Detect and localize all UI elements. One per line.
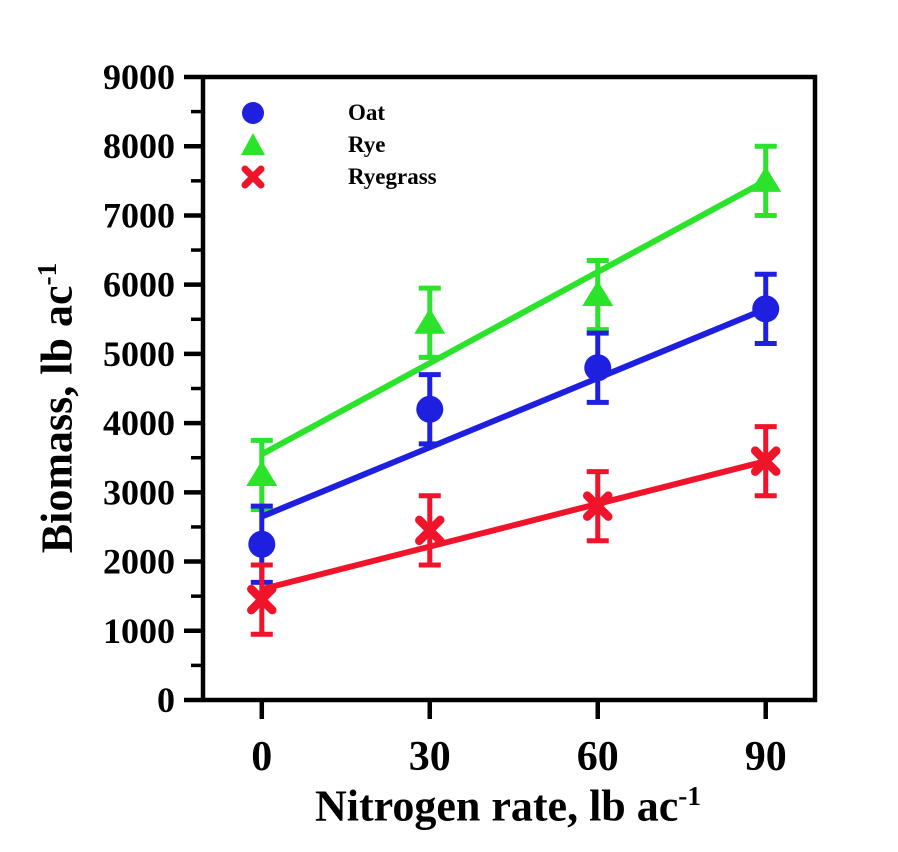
marker-oat-circle: [584, 354, 612, 382]
x-tick-label: 0: [251, 734, 272, 780]
legend-item-oat: Oat: [230, 97, 437, 129]
y-tick-label: 8000: [103, 126, 175, 166]
marker-ryegrass-x: [582, 491, 613, 521]
marker-ryegrass-x: [415, 515, 445, 546]
legend-item-ryegrass: Ryegrass: [230, 161, 437, 193]
legend-label-ryegrass: Ryegrass: [348, 164, 437, 189]
marker-rye-triangle: [750, 166, 782, 192]
trend-line-oat: [260, 306, 767, 520]
y-tick-label: 3000: [103, 472, 175, 512]
rye-triangle-icon: [241, 133, 265, 155]
legend-label-oat: Oat: [348, 100, 386, 125]
legend-item-rye: Rye: [230, 129, 437, 161]
y-tick-label: 0: [157, 680, 175, 720]
marker-oat-circle: [248, 530, 276, 558]
marker-oat-circle: [416, 395, 444, 423]
marker-oat-circle: [752, 295, 780, 323]
legend: Oat Rye Ryegrass: [230, 97, 437, 193]
marker-rye-triangle: [246, 460, 278, 487]
ryegrass-x-icon: [241, 165, 265, 189]
y-tick-label: 9000: [103, 57, 175, 97]
trend-line-rye: [260, 178, 768, 457]
x-tick-label: 30: [409, 734, 451, 780]
y-tick-label: 6000: [103, 265, 175, 305]
series-oat: [248, 271, 780, 585]
y-axis-title-superscript: -1: [31, 262, 62, 286]
y-tick-label: 2000: [103, 542, 175, 582]
plot-frame: [200, 74, 818, 703]
series-ryegrass: [247, 424, 781, 637]
y-tick-label: 4000: [103, 403, 175, 443]
x-tick-label: 90: [745, 734, 787, 780]
x-axis-title-text: Nitrogen rate, lb ac: [314, 781, 679, 831]
oat-circle-icon: [242, 102, 264, 124]
marker-rye-triangle: [414, 308, 446, 334]
marker-rye-triangle: [582, 280, 614, 307]
x-axis-title: Nitrogen rate, lb ac-1: [315, 781, 701, 832]
x-axis-title-superscript: -1: [678, 780, 702, 811]
y-axis-title-text: Biomass, lb ac: [32, 285, 82, 554]
trend-line-ryegrass: [261, 458, 767, 593]
legend-label-rye: Rye: [348, 132, 386, 157]
y-tick-label: 5000: [103, 334, 175, 374]
x-tick-label: 60: [577, 734, 619, 780]
y-axis-title: Biomass, lb ac-1: [32, 263, 83, 553]
y-tick-label: 7000: [103, 195, 175, 235]
marker-ryegrass-x: [247, 584, 277, 615]
marker-ryegrass-x: [750, 446, 781, 476]
series-rye: [246, 143, 782, 513]
y-tick-label: 1000: [103, 611, 175, 651]
